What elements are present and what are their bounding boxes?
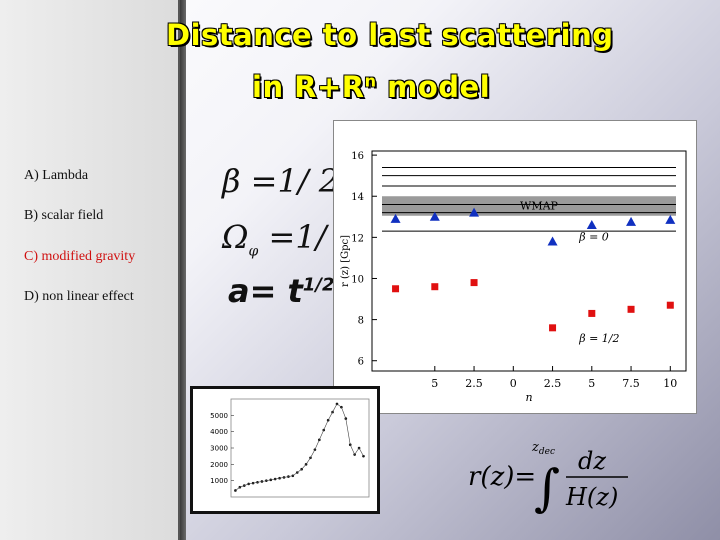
y-tick-label-14: 14 — [351, 192, 364, 203]
title-line2-sup: n — [364, 71, 377, 91]
distance-chart-frame: WMAP 6 8 10 12 14 16 5 2.5 0 2.5 5 7.5 10 n r (z) [Gpc]… — [333, 120, 697, 414]
rz-upper-limit-sub: dec — [539, 447, 555, 457]
inset-y-tick-label-4000: 4000 — [210, 428, 228, 436]
triangle-point-1 — [429, 211, 440, 221]
inset-y-tick-label-2000: 2000 — [210, 461, 228, 469]
beta-formula: β =1/ 2 — [222, 162, 340, 200]
series-label-beta-half: β = 1/2 — [578, 332, 619, 345]
menu-item-non-linear-effect[interactable]: D) non linear effect — [24, 289, 134, 304]
wmap-label: WMAP — [520, 200, 559, 213]
triangle-point-6 — [665, 214, 676, 224]
y-axis-label: r (z) [Gpc] — [340, 235, 351, 287]
triangle-point-0 — [390, 213, 401, 223]
rz-numerator: dz — [578, 447, 606, 475]
square-point-3 — [549, 324, 557, 332]
wmap-band-shade — [382, 196, 676, 216]
x-tick-label-6: 10 — [663, 377, 677, 390]
plot-border — [371, 150, 687, 372]
integral-sign: ∫ — [534, 459, 560, 517]
scale-factor-formula: a= t1/2 — [228, 272, 334, 310]
square-point-0 — [392, 285, 400, 293]
y-tick-label-16: 16 — [351, 151, 364, 162]
x-axis-label: n — [525, 391, 532, 404]
title-line2-suffix: model — [376, 70, 491, 104]
rz-denominator: H(z) — [565, 483, 618, 511]
y-tick-label-6: 6 — [358, 357, 364, 368]
square-point-5 — [627, 305, 635, 313]
sidebar-divider — [180, 0, 186, 540]
inset-y-tick-label-3000: 3000 — [210, 445, 228, 453]
y-tick-label-12: 12 — [351, 233, 364, 244]
rz-upper-limit: zdec — [531, 440, 555, 457]
x-tick-label-4: 5 — [588, 377, 595, 390]
scale-factor-lhs: a= t — [228, 272, 303, 310]
y-tick-label-8: 8 — [358, 316, 364, 327]
inset-y-tick-label-5000: 5000 — [210, 412, 228, 420]
scale-factor-exponent: 1/2 — [302, 274, 335, 296]
triangle-point-2 — [469, 207, 480, 217]
omega-subscript: φ — [248, 243, 259, 260]
distance-integral-formula: r(z)= zdec ∫ dz H(z) — [468, 440, 628, 517]
menu-item-modified-gravity[interactable]: C) modified gravity — [24, 249, 136, 264]
left-sidebar: A) Lambda B) scalar field C) modified gr… — [0, 0, 180, 540]
triangle-point-4 — [586, 220, 597, 230]
slide-title-line2: in R+Rn model — [252, 70, 490, 104]
square-point-4 — [588, 309, 596, 317]
square-point-2 — [470, 279, 478, 287]
title-line2-prefix: in R+R — [252, 70, 365, 104]
inset-point-29 — [362, 454, 365, 458]
square-point-6 — [666, 301, 674, 309]
inset-series-line — [235, 403, 364, 491]
omega-symbol: Ω — [222, 218, 249, 256]
rz-upper-limit-var: z — [531, 440, 539, 455]
menu-item-scalar-field[interactable]: B) scalar field — [24, 208, 104, 223]
inset-chart-frame: 1000 2000 3000 4000 5000 — [190, 386, 380, 514]
triangle-point-5 — [626, 216, 637, 226]
x-tick-label-5: 7.5 — [622, 377, 640, 390]
x-tick-label-1: 2.5 — [465, 377, 483, 390]
series-label-beta-0: β = 0 — [578, 230, 609, 243]
square-point-1 — [431, 283, 439, 291]
inset-plot-border — [230, 398, 370, 498]
x-tick-label-0: 5 — [431, 377, 438, 390]
y-tick-label-10: 10 — [351, 274, 364, 285]
x-tick-label-3: 2.5 — [544, 377, 562, 390]
menu-item-lambda[interactable]: A) Lambda — [24, 168, 89, 183]
rz-lhs: r(z)= — [468, 462, 536, 492]
inset-chart: 1000 2000 3000 4000 5000 — [210, 398, 370, 498]
slide-title-line1: Distance to last scattering — [166, 18, 614, 52]
distance-chart: WMAP 6 8 10 12 14 16 5 2.5 0 2.5 5 7.5 10 n r (z) [Gpc]… — [340, 150, 687, 404]
inset-y-tick-label-1000: 1000 — [210, 477, 228, 485]
triangle-point-3 — [547, 236, 558, 246]
x-tick-label-2: 0 — [510, 377, 517, 390]
